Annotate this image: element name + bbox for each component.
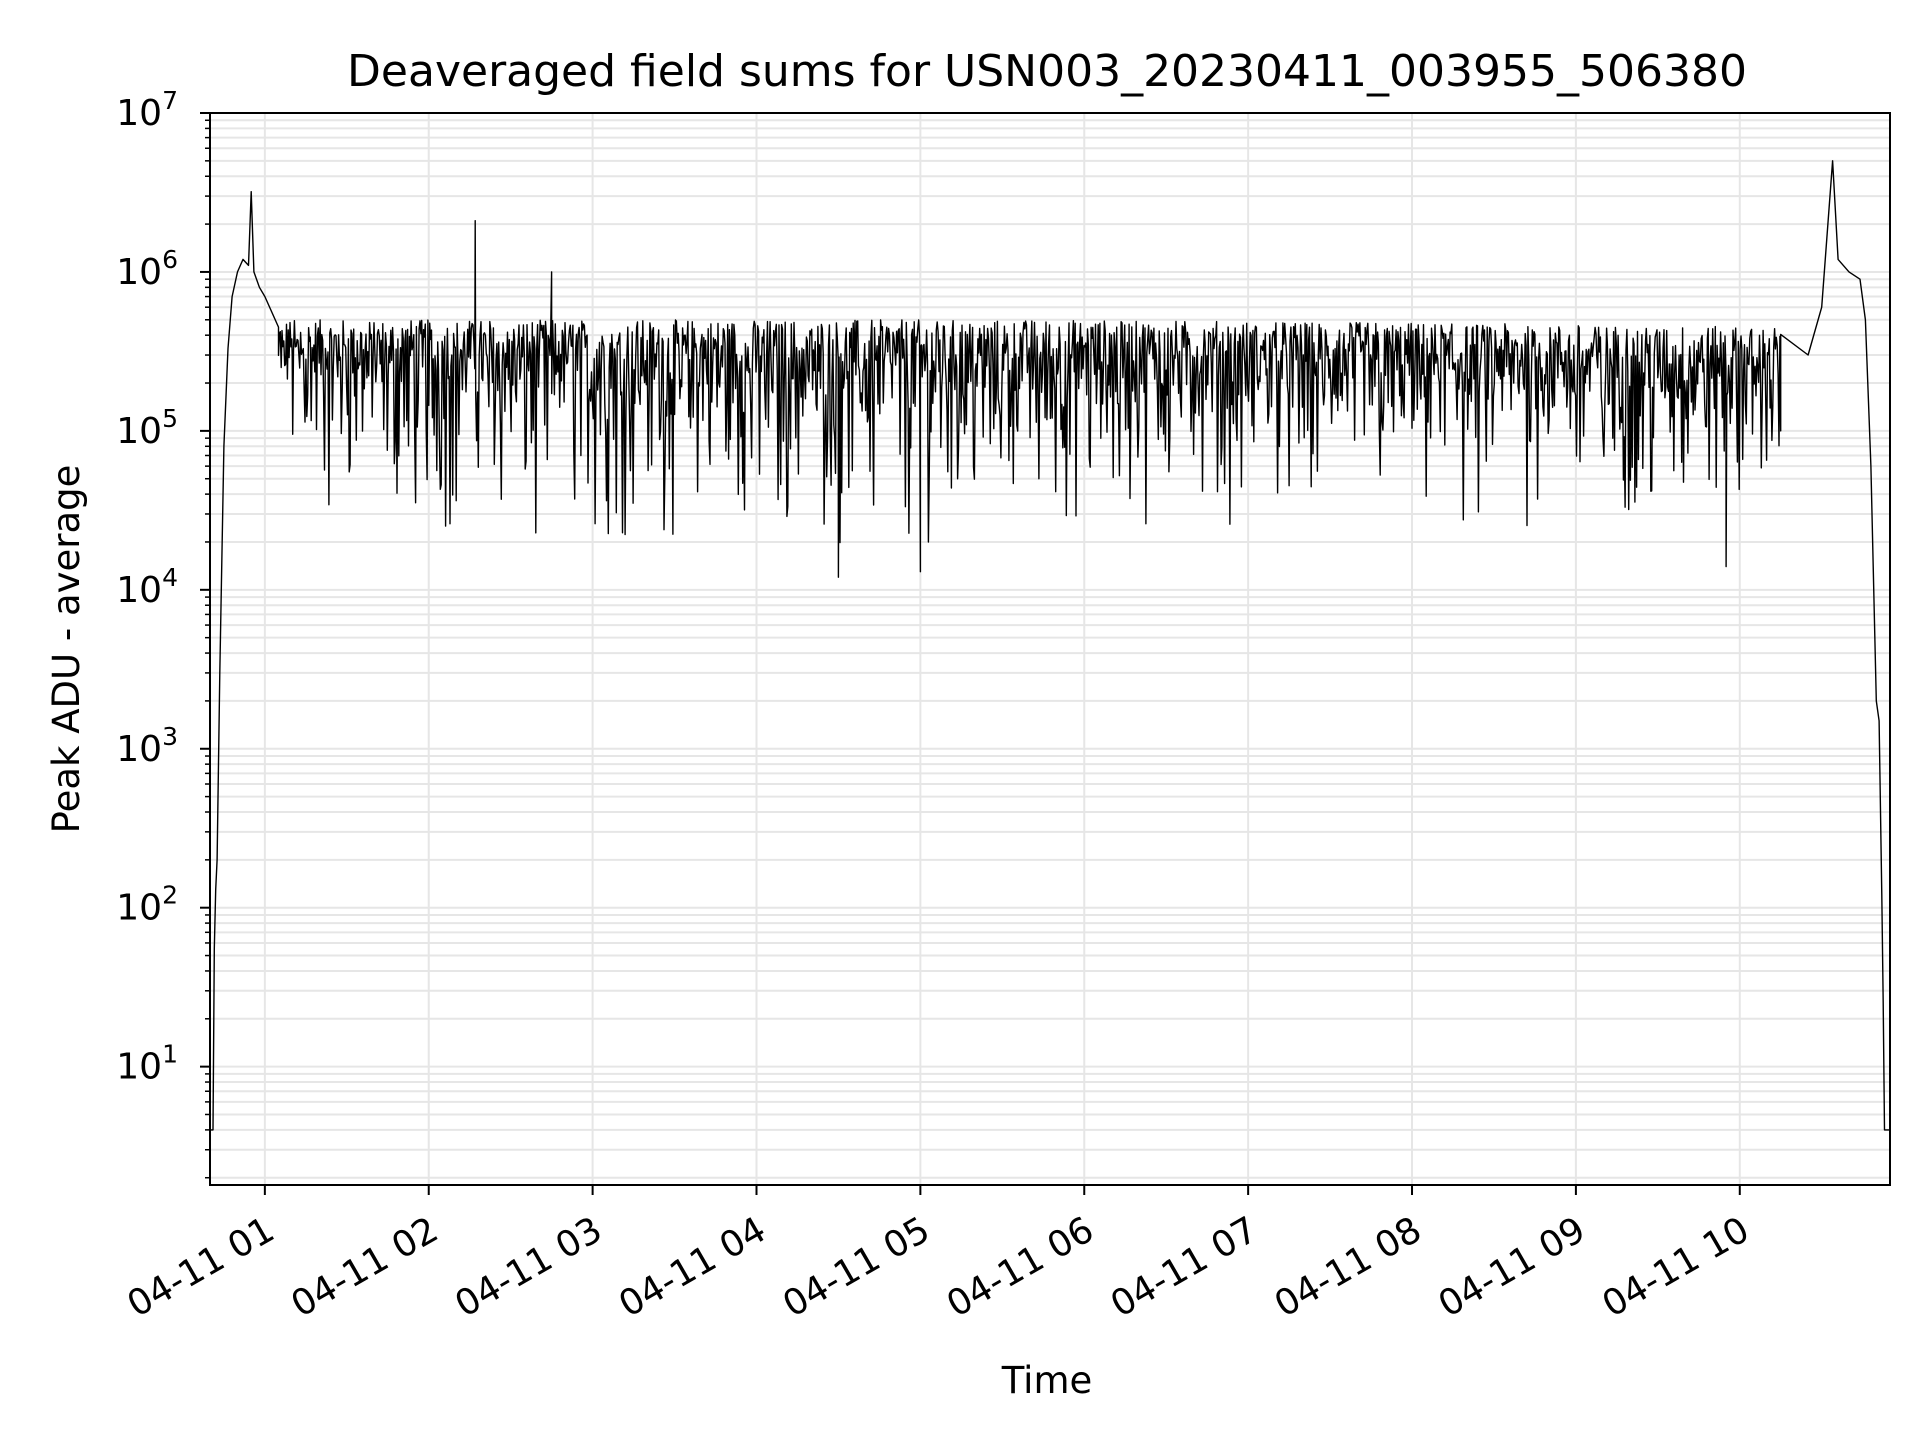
series-line xyxy=(210,161,1890,1130)
y-tick-label: 105 xyxy=(116,404,178,452)
y-tick-label-base: 10 xyxy=(116,1047,162,1088)
y-tick-label: 103 xyxy=(116,722,178,770)
y-tick-label-exponent: 3 xyxy=(162,722,178,751)
y-tick-label-exponent: 7 xyxy=(162,86,178,115)
y-tick-label-exponent: 4 xyxy=(162,563,178,592)
x-tick-label: 04-11 03 xyxy=(448,1209,609,1325)
x-tick-label: 04-11 09 xyxy=(1432,1209,1593,1325)
x-tick-label: 04-11 08 xyxy=(1268,1209,1429,1325)
y-tick-label-base: 10 xyxy=(116,93,162,134)
y-tick-label-exponent: 5 xyxy=(162,404,178,433)
x-tick-label: 04-11 10 xyxy=(1596,1209,1757,1325)
y-tick-label-base: 10 xyxy=(116,729,162,770)
x-tick-label: 04-11 01 xyxy=(121,1209,282,1325)
x-axis-ticks: 04-11 01 04-11 02 04-11 03 04-11 04 04-11 05… xyxy=(121,1185,1757,1326)
y-tick-label-base: 10 xyxy=(116,570,162,611)
y-tick-label: 106 xyxy=(116,245,178,293)
x-tick-label: 04-11 05 xyxy=(776,1209,937,1325)
y-tick-label: 107 xyxy=(116,86,178,134)
y-tick-label: 102 xyxy=(116,881,178,929)
x-tick-label: 04-11 07 xyxy=(1104,1209,1265,1325)
y-tick-label-base: 10 xyxy=(116,411,162,452)
plot-area-frame xyxy=(210,113,1890,1185)
y-tick-label-base: 10 xyxy=(116,252,162,293)
chart-title: Deaveraged field sums for USN003_2023041… xyxy=(347,46,1747,97)
y-tick-label-exponent: 2 xyxy=(162,881,178,910)
y-tick-label-base: 10 xyxy=(116,888,162,929)
x-axis-label: Time xyxy=(1001,1359,1093,1402)
y-tick-label-exponent: 1 xyxy=(162,1040,178,1069)
grid-layer xyxy=(210,113,1890,1185)
y-tick-label-exponent: 6 xyxy=(162,245,178,274)
y-axis-label: Peak ADU - average xyxy=(45,465,88,834)
series-layer xyxy=(210,161,1890,1130)
y-tick-label: 104 xyxy=(116,563,178,611)
x-tick-label: 04-11 06 xyxy=(940,1209,1101,1325)
y-tick-label: 101 xyxy=(116,1040,178,1088)
x-tick-label: 04-11 04 xyxy=(612,1209,773,1325)
x-tick-label: 04-11 02 xyxy=(285,1209,446,1325)
